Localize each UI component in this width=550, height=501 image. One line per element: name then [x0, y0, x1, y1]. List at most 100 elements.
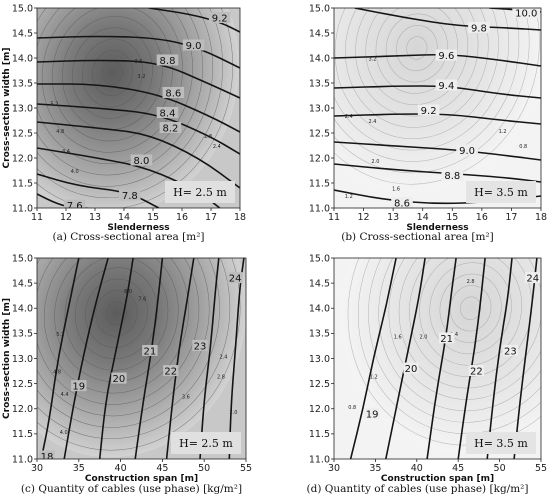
contour-label-bg	[111, 372, 127, 384]
shading-label: 2.4	[345, 114, 353, 120]
shading-contour	[398, 258, 541, 389]
x-tick-label: 30	[31, 463, 43, 474]
y-tick-label: 14.5	[309, 278, 330, 289]
shading-label: 3.6	[135, 59, 143, 65]
y-tick-label: 12.5	[309, 379, 330, 390]
x-tick-label: 12	[60, 212, 72, 223]
annotation-box	[165, 181, 235, 203]
x-tick-label: 55	[240, 463, 252, 474]
shading-label: 3.6	[182, 395, 190, 401]
y-tick-label: 11.5	[309, 429, 330, 440]
x-tick-label: 16	[476, 212, 488, 223]
annotation-box	[466, 181, 536, 203]
contour-label-bg	[156, 54, 179, 66]
contour-label-bg	[435, 49, 458, 61]
contour-line	[228, 258, 245, 459]
contour-label: 8.4	[160, 109, 176, 120]
annotation-box	[466, 432, 536, 454]
y-tick-label: 14.0	[309, 304, 330, 315]
x-tick-label: 13	[387, 212, 399, 223]
shading-contour	[54, 258, 179, 382]
contour-label: 20	[113, 374, 126, 385]
x-tick-label: 35	[369, 463, 381, 474]
shading-contour	[95, 290, 138, 337]
contour-line	[199, 258, 220, 459]
y-tick-label: 12.0	[12, 404, 33, 415]
y-tick-label: 14.0	[12, 304, 33, 315]
shading-contour	[365, 8, 469, 105]
y-tick-label: 11.5	[12, 178, 33, 189]
contour-label: 9.0	[186, 41, 202, 52]
chart-panel-a: 5.2 4.8 4.4 4.0 3.6 3.2 2.82.4 7.6 7.8 8.0 8.2 8.4 8…	[2, 3, 246, 243]
shading-contour	[37, 8, 193, 164]
contour-label-bg	[435, 79, 458, 91]
shading-contour	[334, 8, 510, 151]
shading-contour	[334, 8, 540, 185]
shading-label: 4.8	[53, 370, 61, 376]
x-tick-label: 11	[31, 212, 43, 223]
shading-field	[341, 258, 541, 453]
y-tick-label: 13.5	[12, 78, 33, 89]
shading-label: 4.0	[71, 169, 79, 175]
contour-label-bg	[192, 339, 208, 351]
contour-label: 19	[366, 409, 379, 420]
y-tick-label: 15.0	[309, 3, 330, 14]
x-tick-label: 15	[147, 212, 159, 223]
panel-caption: (c) Quantity of cables (use phase) [kg/m…	[21, 483, 242, 495]
plot-area: 8.0 7.6 5.2 4.8 4.4 4.0 3.6 2.8 2.4 2.0 18 19 20 21 22…	[37, 258, 246, 459]
x-tick-label: 15	[446, 212, 458, 223]
annotation-text: H= 2.5 m	[173, 186, 227, 199]
shading-label: 8.0	[124, 289, 132, 295]
shading-label: 1.2	[499, 129, 507, 135]
shading-contour	[105, 301, 127, 325]
shading-label: 2.8	[467, 279, 475, 285]
contour-label-bg	[71, 380, 87, 392]
shading-label: 0.8	[519, 144, 527, 150]
shading-contour	[82, 38, 143, 108]
x-tick-label: 18	[234, 212, 246, 223]
contour-label: 8.6	[394, 199, 410, 210]
annotation-text: H= 2.5 m	[179, 437, 233, 450]
contour-label-bg	[468, 22, 490, 33]
contour-label: 8.6	[165, 89, 181, 100]
y-tick-label: 14.5	[309, 28, 330, 39]
contour-line	[486, 258, 513, 459]
chart-panel-b: 3.2 2.4 2.4 2.0 1.6 1.2 1.2 0.8 8.6 8.8 9.0 9.2 9.4 9…	[309, 3, 547, 243]
x-axis-label: Slenderness	[406, 223, 468, 233]
contour-label: 21	[143, 346, 156, 357]
contour-label: 9.2	[212, 14, 228, 25]
shading-contour	[406, 36, 428, 60]
y-tick-label: 15.0	[12, 3, 33, 14]
x-tick-label: 45	[452, 463, 464, 474]
contour-label-bg	[456, 144, 478, 156]
shading-contour	[102, 61, 123, 85]
x-axis-label: Construction span [m]	[381, 474, 494, 484]
y-tick-label: 13.5	[12, 329, 33, 340]
shading-contour	[388, 258, 541, 400]
contour-line	[385, 258, 426, 459]
contour-label-bg	[512, 8, 541, 18]
shading-contour	[85, 278, 148, 348]
shading-label: 2.0	[419, 334, 427, 340]
contour-line	[37, 83, 240, 133]
y-tick-label: 13.5	[309, 329, 330, 340]
shading-contour	[64, 258, 169, 371]
shading-contour	[368, 258, 541, 423]
contour-label: 19	[72, 382, 85, 393]
x-axis-label: Slenderness	[107, 223, 169, 233]
contour-label: 8.8	[444, 171, 460, 182]
y-axis-label: Cross-section width [m]	[2, 298, 12, 419]
contour-label-bg	[182, 39, 205, 51]
y-tick-label: 12.5	[12, 128, 33, 139]
y-tick-label: 12.0	[12, 153, 33, 164]
y-tick-label: 13.5	[309, 78, 330, 89]
y-tick-label: 15.0	[12, 253, 33, 264]
shading-contour	[74, 267, 158, 360]
contour-label-bg	[468, 365, 485, 377]
contour-label-bg	[142, 344, 158, 356]
x-tick-label: 17	[505, 212, 517, 223]
shading-label: 5.2	[56, 332, 64, 338]
shading-contour	[419, 258, 522, 366]
x-tick-label: 14	[118, 212, 130, 223]
